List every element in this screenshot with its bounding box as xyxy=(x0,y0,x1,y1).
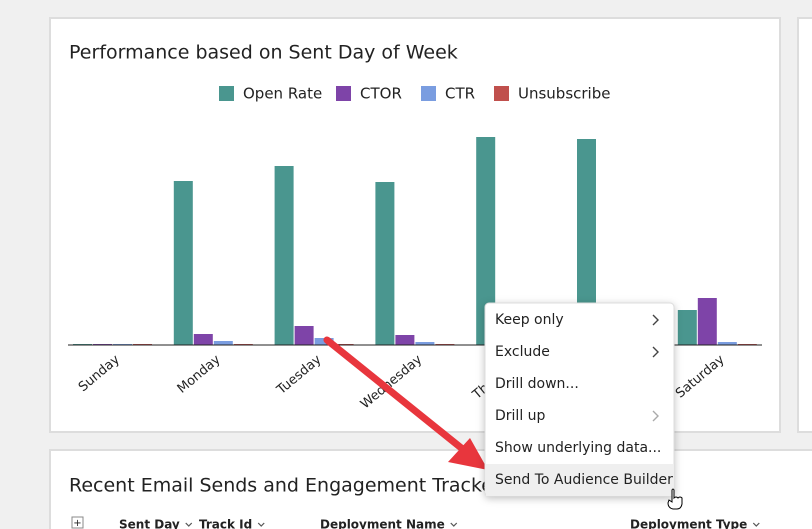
column-header[interactable]: Deployment Name xyxy=(320,518,445,529)
bar xyxy=(717,342,737,345)
legend-swatch xyxy=(336,86,351,101)
cursor xyxy=(667,488,683,510)
table-title: Recent Email Sends and Engagement Tracke… xyxy=(69,475,501,497)
bar xyxy=(375,182,395,345)
bar xyxy=(677,310,697,345)
bar xyxy=(476,137,496,345)
chart-title: Performance based on Sent Day of Week xyxy=(69,42,458,64)
menu-item[interactable]: Keep only xyxy=(495,312,564,328)
expand-plus: + xyxy=(73,518,81,529)
menu-hover xyxy=(486,464,673,496)
menu-item[interactable]: Exclude xyxy=(495,344,550,360)
legend-label: Unsubscribe xyxy=(518,85,610,103)
sort-chevron xyxy=(185,522,193,527)
bar xyxy=(193,334,213,345)
legend-label: CTR xyxy=(445,85,475,103)
table-header: Sent Day Track Id Deployment Name Deploymen… xyxy=(119,518,760,529)
column-header[interactable]: Track Id xyxy=(199,518,252,529)
bar xyxy=(415,342,435,345)
menu-item[interactable]: Drill down... xyxy=(495,376,579,392)
legend-swatch xyxy=(219,86,234,101)
legend-swatch xyxy=(421,86,436,101)
sort-chevron xyxy=(257,522,265,527)
context-menu: Keep only Exclude Drill down... Drill up Sho… xyxy=(484,302,675,497)
bar xyxy=(697,298,717,345)
side-card xyxy=(797,17,812,433)
column-header[interactable]: Sent Day xyxy=(119,518,180,529)
sort-chevron xyxy=(450,522,458,527)
arrow xyxy=(323,336,488,470)
menu-item: Drill up xyxy=(495,408,546,424)
expand-icon[interactable] xyxy=(71,516,84,529)
submenu-chevron xyxy=(652,346,659,358)
table-card xyxy=(49,449,812,529)
bar xyxy=(395,335,415,345)
menu-item[interactable]: Send To Audience Builder xyxy=(495,472,673,488)
legend-label: Open Rate xyxy=(243,85,322,103)
bar xyxy=(274,166,294,345)
menu-item[interactable]: Show underlying data... xyxy=(495,440,661,456)
column-header[interactable]: Deployment Type xyxy=(630,518,747,529)
submenu-chevron xyxy=(652,410,659,422)
bar xyxy=(294,326,314,345)
bar xyxy=(577,139,596,345)
sort-chevron xyxy=(752,522,760,527)
legend-swatch xyxy=(494,86,509,101)
bar xyxy=(213,341,233,345)
legend-label: CTOR xyxy=(360,85,402,103)
bar xyxy=(173,181,193,345)
submenu-chevron xyxy=(652,314,659,326)
